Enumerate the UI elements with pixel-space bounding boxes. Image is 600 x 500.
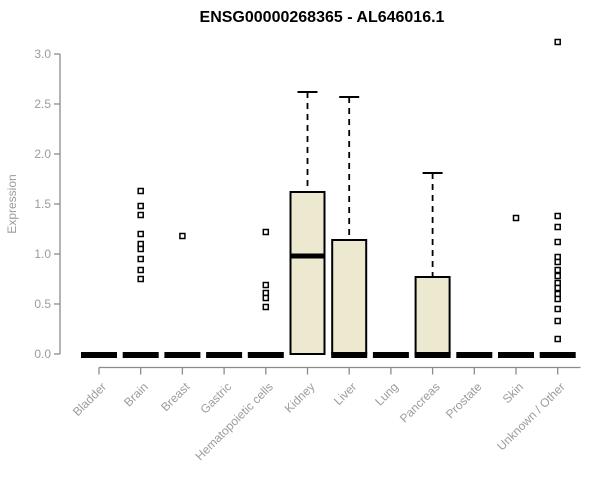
x-tick-label: Bladder [70,380,109,419]
outlier-point [554,212,561,220]
outlier-point [554,223,561,231]
y-tick-label: 2.0 [34,147,51,161]
x-tick-label: Gastric [197,380,234,417]
median-zero-bar [247,352,284,358]
median-zero-bar [122,352,159,358]
y-tick-label: 1.5 [34,197,51,211]
outlier-point [554,238,561,246]
x-tick-label: Hematopoietic cells [192,380,275,463]
median-zero-bar [164,352,201,358]
y-tick-label: 0.0 [34,347,51,361]
x-tick-label: Prostate [443,380,485,422]
y-tick-label: 3.0 [34,47,51,61]
outlier-point [262,281,270,289]
box [414,276,451,355]
y-tick-label: 1.0 [34,247,51,261]
x-tick-label: Pancreas [397,380,443,426]
outlier-point [137,275,144,283]
box-series [81,91,576,358]
outlier-point [262,294,270,302]
x-tick-label: Kidney [282,380,318,416]
outlier-point [554,272,561,280]
outlier-point [137,255,144,263]
outlier-point [512,214,520,222]
outlier-point [554,284,561,292]
x-tick-label: Skin [500,380,526,406]
box [289,191,326,355]
outlier-point [554,295,561,303]
median-zero-bar [372,352,409,358]
outlier-point [137,230,144,238]
outlier-point [262,303,270,311]
outlier-point [554,317,561,325]
outlier-point [554,305,561,313]
y-axis: 0.0 0.5 1.0 1.5 2.0 2.5 3.0 [34,47,61,361]
median-zero-bar [331,352,368,358]
y-tick-label: 0.5 [34,297,51,311]
outlier-point [137,266,144,274]
chart-title: ENSG00000268365 - AL646016.1 [200,9,445,26]
box [331,239,368,355]
outlier-point [262,228,270,236]
median-zero-bar [498,352,534,358]
outlier-point [554,266,561,274]
x-tick-label: Brain [121,380,151,410]
outlier-point [137,211,144,219]
outlier-points [137,38,561,343]
x-tick-label: Liver [331,380,359,408]
outlier-point [554,335,561,343]
outlier-point [179,232,186,240]
median-zero-bar [206,352,243,358]
median-zero-bar [539,352,576,358]
median-zero-bar [414,352,451,358]
x-tick-label: Lung [372,380,401,409]
outlier-point [554,38,561,46]
median-zero-bar [456,352,493,358]
outlier-point [137,187,144,195]
y-tick-label: 2.5 [34,97,51,111]
outlier-point [554,258,561,266]
outlier-point [137,202,144,210]
median-zero-bar [81,352,117,358]
x-tick-label: Breast [158,379,193,414]
outlier-point [137,245,144,253]
y-axis-label: Expression [5,174,19,233]
